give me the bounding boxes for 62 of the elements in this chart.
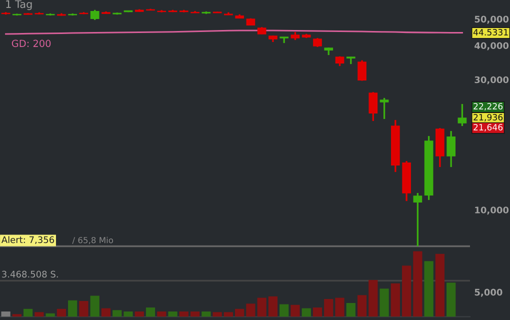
bar [290, 304, 300, 317]
candlestick [90, 9, 100, 21]
bar [224, 312, 233, 317]
bar [23, 308, 33, 317]
bar [346, 302, 356, 317]
bar [68, 300, 78, 317]
text: 44.5331 [473, 28, 508, 36]
y-tick-label: 50,000 [474, 16, 509, 24]
y-tick-label: 10,000 [475, 206, 509, 215]
bar [246, 304, 256, 317]
bar [235, 308, 244, 317]
bar [134, 311, 144, 317]
bar [168, 311, 178, 317]
bar [56, 308, 66, 317]
ref-line-label: Alert: 7,356 [1, 236, 54, 244]
bar [179, 311, 188, 317]
bar [79, 300, 88, 317]
bar [34, 312, 44, 317]
bar [357, 295, 367, 317]
bar [257, 298, 266, 317]
text: 22,226 [474, 102, 503, 110]
bar [446, 282, 456, 317]
bar [368, 280, 378, 317]
bar [101, 308, 111, 317]
bar [146, 308, 156, 317]
text: 21,646 [474, 124, 503, 132]
y-tick-label: 5,000 [474, 288, 502, 297]
bar [402, 266, 412, 317]
bar [302, 308, 311, 317]
bar [46, 313, 55, 317]
candlestick [446, 130, 456, 168]
bar [424, 261, 434, 317]
chart-title: 1 Tag [6, 0, 32, 10]
text: 21,936 [474, 114, 503, 122]
candlestick [368, 91, 378, 122]
bar [212, 312, 222, 317]
bar [202, 311, 211, 317]
bar [435, 254, 445, 317]
bar [112, 310, 122, 317]
bar [280, 304, 289, 317]
bar [124, 311, 133, 317]
candlestick [413, 192, 422, 248]
bar [1, 311, 10, 317]
series-label: GD: 200 [12, 40, 51, 48]
candlestick [380, 97, 389, 120]
bar [90, 296, 100, 317]
bar [324, 299, 334, 317]
bar [190, 311, 200, 317]
bar [380, 288, 389, 317]
bar [268, 296, 278, 317]
bar [12, 314, 22, 317]
ref-line-label: 3.468.508 S. [2, 270, 58, 278]
bar [157, 311, 166, 317]
bar [413, 251, 422, 317]
bar [312, 308, 322, 317]
candlestick [358, 59, 366, 82]
y-tick-label: 30,000 [474, 76, 509, 84]
y-tick-label: 40,000 [474, 42, 509, 50]
bar [335, 298, 344, 317]
bar [390, 283, 400, 317]
annotation: / 65,8 Mio [72, 236, 114, 244]
candlestick [458, 103, 467, 127]
